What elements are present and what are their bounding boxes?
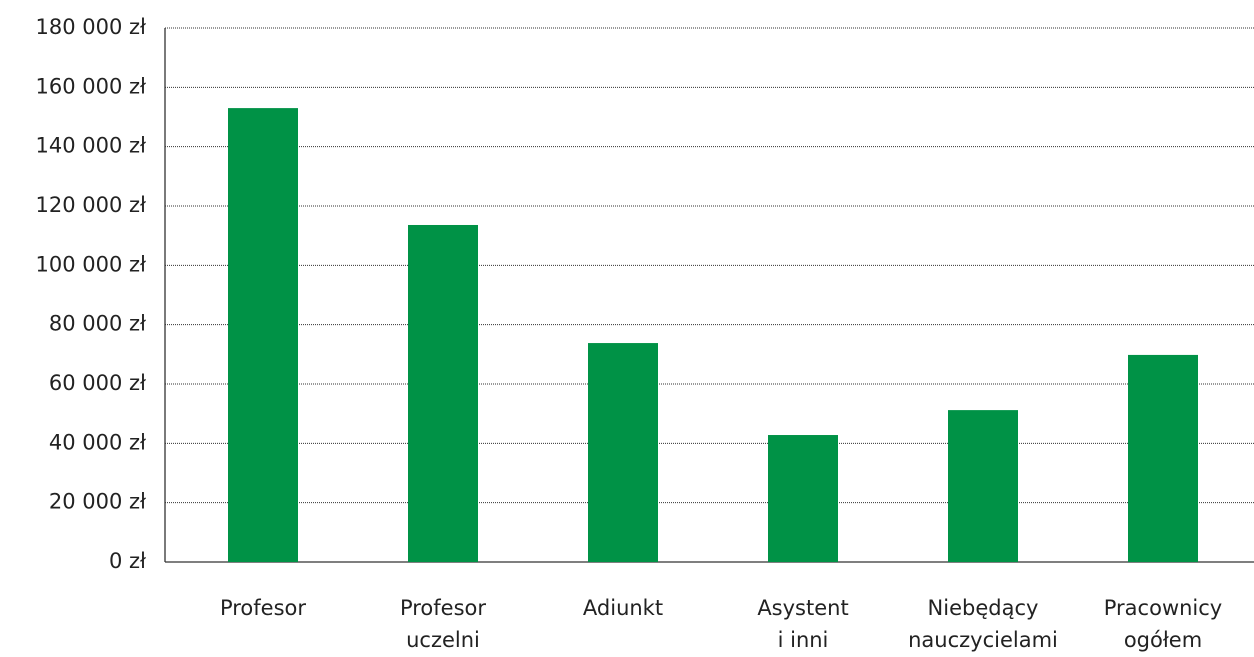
bar bbox=[408, 224, 478, 562]
y-tick-label: 120 000 zł bbox=[35, 193, 146, 217]
bar bbox=[1128, 354, 1198, 562]
y-tick-label: 80 000 zł bbox=[49, 312, 146, 336]
y-tick-label: 180 000 zł bbox=[35, 15, 146, 39]
x-tick-label: Niebędący nauczycielami bbox=[908, 596, 1058, 652]
y-tick-label: 160 000 zł bbox=[35, 74, 146, 98]
x-tick-label: Asystent i inni bbox=[757, 596, 849, 652]
x-tick-label: Pracownicy ogółem bbox=[1103, 596, 1223, 652]
y-tick-label: 140 000 zł bbox=[35, 134, 146, 158]
bar bbox=[588, 343, 658, 562]
y-tick-label: 100 000 zł bbox=[35, 252, 146, 276]
y-tick-label: 0 zł bbox=[109, 549, 146, 573]
y-tick-label: 40 000 zł bbox=[49, 430, 146, 454]
bar bbox=[948, 410, 1018, 562]
x-tick-label: Profesor bbox=[219, 596, 307, 620]
x-tick-label: Profesor uczelni bbox=[399, 596, 487, 652]
y-tick-label: 60 000 zł bbox=[49, 371, 146, 395]
x-tick-label: Adiunkt bbox=[582, 596, 664, 620]
y-tick-label: 20 000 zł bbox=[49, 490, 146, 514]
bar bbox=[228, 108, 298, 562]
bar bbox=[768, 435, 838, 562]
